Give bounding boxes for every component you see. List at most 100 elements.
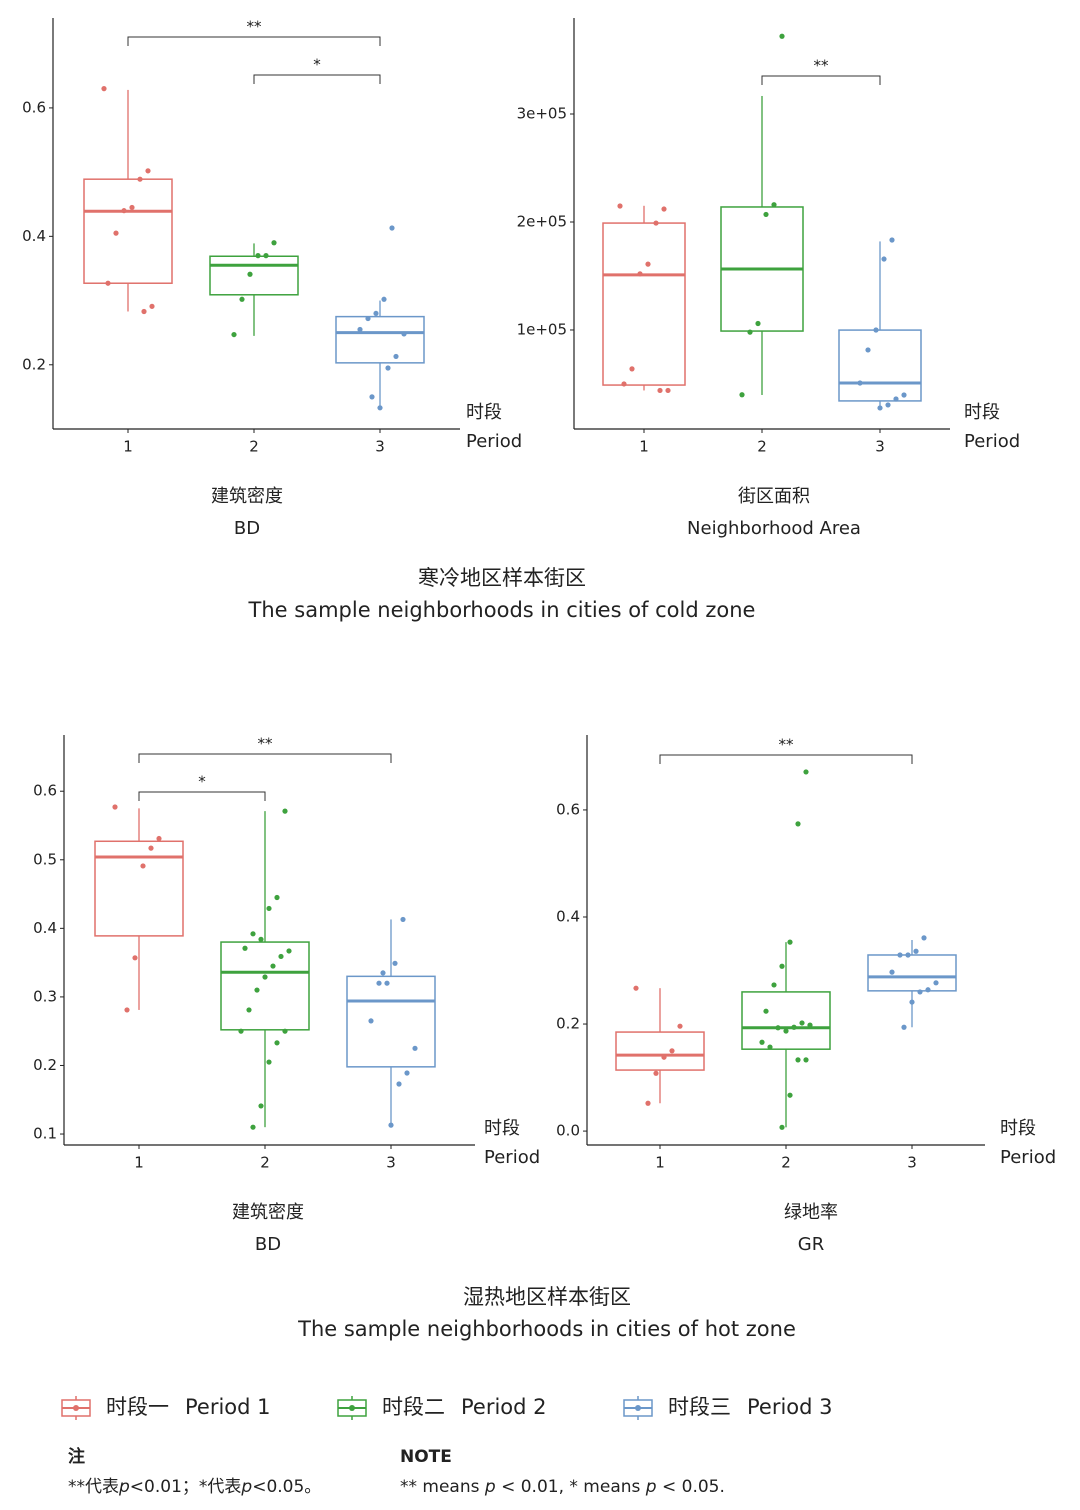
x-tick-label: 2 — [757, 438, 767, 456]
data-point — [913, 948, 919, 954]
data-point — [807, 1022, 813, 1028]
y-tick-label: 1e+05 — [517, 320, 567, 338]
data-point — [368, 1018, 374, 1024]
y-tick-label: 0.0 — [556, 1122, 580, 1140]
legend-label: 时段二 — [382, 1395, 445, 1419]
data-point — [779, 1124, 785, 1130]
y-tick-label: 0.4 — [556, 907, 580, 925]
data-point — [669, 1048, 675, 1054]
x-tick-label: 3 — [907, 1154, 917, 1172]
chart-title: 建筑密度 — [232, 1202, 304, 1223]
y-tick-label: 0.2 — [22, 355, 46, 373]
data-point — [286, 948, 292, 954]
data-point — [881, 256, 887, 262]
data-point — [779, 963, 785, 969]
data-point — [653, 220, 659, 226]
significance-bracket — [138, 791, 266, 801]
data-point — [933, 980, 939, 986]
data-point — [803, 769, 809, 775]
note-part: < 0.01, * means — [496, 1477, 646, 1497]
data-point — [873, 327, 879, 333]
data-point — [124, 1007, 130, 1013]
data-point — [787, 1092, 793, 1098]
data-point — [921, 935, 927, 941]
data-point — [901, 1024, 907, 1030]
significance-bracket — [761, 75, 881, 85]
y-tick-label: 3e+05 — [517, 105, 567, 123]
significance-label: ** — [814, 57, 830, 75]
data-point — [404, 1070, 410, 1076]
data-point — [771, 982, 777, 988]
box — [83, 178, 173, 284]
data-point — [393, 353, 399, 360]
note-title: NOTE — [400, 1447, 452, 1467]
data-point — [617, 203, 623, 209]
box — [94, 840, 184, 937]
data-point — [149, 303, 155, 309]
data-point — [909, 999, 915, 1005]
note-part: ** means — [400, 1477, 485, 1497]
data-point — [274, 1040, 280, 1046]
box — [838, 329, 922, 402]
note-part: <0.05。 — [252, 1477, 321, 1497]
data-point — [759, 1039, 765, 1045]
legend-label: 时段一 — [106, 1395, 169, 1419]
data-point — [771, 202, 777, 208]
significance-label: ** — [247, 18, 263, 36]
legend-label: Period 3 — [747, 1395, 833, 1419]
data-point — [137, 176, 143, 182]
data-point — [266, 1059, 272, 1065]
data-point — [148, 845, 154, 851]
data-point — [145, 168, 151, 174]
data-point — [897, 952, 903, 958]
data-point — [380, 970, 386, 976]
data-point — [140, 863, 146, 869]
section-title: 寒冷地区样本街区 — [418, 566, 586, 590]
data-point — [657, 387, 663, 394]
legend-icon — [635, 1405, 641, 1411]
axis-title: Period — [1000, 1147, 1056, 1168]
data-point — [799, 1020, 805, 1026]
data-point — [889, 969, 895, 975]
data-point — [621, 381, 627, 387]
data-point — [271, 240, 277, 246]
significance-label: ** — [258, 735, 274, 753]
section-title: 湿热地区样本街区 — [463, 1285, 631, 1309]
data-point — [254, 987, 260, 993]
data-point — [925, 987, 931, 993]
data-point — [389, 225, 395, 231]
data-point — [857, 380, 863, 386]
box — [741, 991, 831, 1050]
y-tick-label: 0.4 — [22, 227, 46, 245]
data-point — [763, 1008, 769, 1014]
data-point — [263, 253, 269, 259]
chart-title: BD — [234, 518, 260, 539]
legend-icon — [73, 1405, 79, 1411]
data-point — [231, 331, 237, 338]
data-point — [258, 1103, 264, 1109]
data-point — [401, 331, 407, 337]
box — [209, 255, 299, 296]
legend-label: Period 1 — [185, 1395, 271, 1419]
x-tick-label: 1 — [655, 1154, 665, 1172]
data-point — [763, 211, 769, 218]
x-tick-label: 3 — [386, 1154, 396, 1172]
chart-title: 街区面积 — [738, 486, 810, 507]
data-point — [365, 315, 371, 322]
data-point — [141, 308, 147, 315]
data-point — [783, 1028, 789, 1034]
data-point — [246, 1007, 252, 1013]
chart-title: 建筑密度 — [211, 486, 283, 507]
data-point — [274, 894, 280, 901]
data-point — [388, 1122, 394, 1128]
data-point — [129, 204, 135, 211]
note-part: **代表 — [68, 1477, 119, 1497]
chart-title: GR — [798, 1234, 824, 1255]
x-tick-label: 2 — [260, 1154, 270, 1172]
significance-bracket — [138, 753, 392, 763]
data-point — [270, 963, 276, 969]
y-tick-label: 0.6 — [22, 98, 46, 116]
data-point — [381, 296, 387, 302]
data-point — [629, 366, 635, 372]
